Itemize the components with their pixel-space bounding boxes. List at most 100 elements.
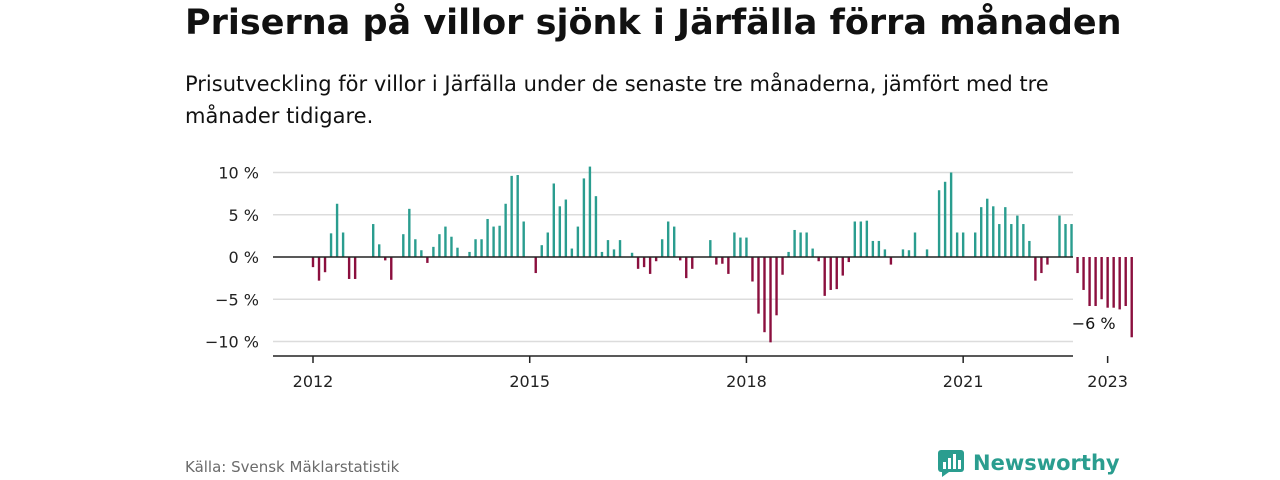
bar (540, 245, 543, 257)
bar (949, 172, 953, 257)
bar (727, 257, 730, 274)
bar (835, 257, 838, 290)
bar (522, 221, 525, 257)
bar (955, 232, 959, 257)
bar (323, 257, 327, 273)
bar (516, 175, 519, 257)
x-tick-label: 2012 (293, 372, 334, 391)
bar (1130, 257, 1133, 338)
bar (486, 218, 489, 257)
bar (1124, 257, 1127, 307)
bar (992, 206, 995, 257)
bar (961, 232, 965, 257)
bar (865, 220, 869, 257)
bar (648, 257, 652, 274)
bar (709, 240, 712, 257)
bar (564, 199, 568, 257)
bar (426, 257, 429, 263)
bar (1070, 224, 1073, 257)
bar (1034, 257, 1037, 281)
bar (883, 249, 887, 257)
bar (1076, 257, 1079, 274)
bar (552, 183, 555, 257)
bar (636, 257, 640, 269)
bar (468, 251, 471, 257)
bar (751, 257, 754, 282)
bar (606, 240, 610, 257)
bar (805, 232, 808, 257)
bar (871, 240, 875, 257)
bar (1112, 257, 1115, 308)
bar (913, 232, 917, 257)
bar (745, 237, 748, 257)
bar (594, 196, 598, 257)
tick-labels: 10 % 5 % 0 % −5 % −10 % 2012 2015 2018 2021 2023 −… (205, 164, 1128, 392)
bar (504, 203, 507, 257)
bar (414, 239, 417, 257)
bar (775, 257, 778, 316)
y-tick-label: −5 % (215, 290, 259, 309)
bar (341, 232, 345, 257)
bar (558, 206, 562, 257)
x-tick-label: 2018 (726, 372, 767, 391)
bar (444, 226, 447, 257)
bar (889, 257, 893, 265)
bar (408, 208, 411, 257)
bar (438, 234, 441, 257)
bar (943, 181, 947, 257)
bar (986, 198, 989, 257)
bar (763, 257, 766, 333)
bar (660, 239, 664, 257)
bar (1064, 224, 1067, 257)
bar (474, 239, 477, 257)
bar (384, 257, 387, 261)
bar (679, 257, 682, 261)
bar (582, 178, 586, 257)
bar (847, 257, 850, 263)
bar (937, 190, 941, 257)
y-tick-label: −10 % (205, 333, 259, 352)
bar (570, 248, 574, 257)
bar (1046, 257, 1049, 265)
bar (859, 221, 863, 257)
bar (402, 234, 405, 257)
bar (450, 236, 453, 257)
bar (654, 257, 658, 262)
bar (1022, 224, 1025, 257)
bar (1118, 257, 1121, 310)
bar (317, 257, 321, 281)
bar (588, 166, 592, 257)
bar (311, 257, 315, 268)
bar (576, 226, 580, 257)
bar (685, 257, 688, 279)
bar (739, 237, 742, 257)
bars (311, 166, 1133, 343)
bar (335, 203, 339, 257)
bar (1088, 257, 1091, 307)
bar (829, 257, 832, 290)
bar (492, 226, 495, 257)
bar (642, 257, 646, 268)
bar (1040, 257, 1043, 274)
bar (757, 257, 760, 314)
bar (823, 257, 826, 296)
bar (546, 232, 549, 257)
bar (799, 232, 802, 257)
bar (715, 257, 718, 265)
bar (498, 225, 501, 257)
bar (1082, 257, 1085, 290)
y-tick-label: 5 % (229, 206, 259, 225)
bar (980, 207, 983, 257)
bar (347, 257, 351, 279)
bar (769, 257, 772, 343)
bar (618, 240, 622, 257)
axes (273, 256, 1109, 363)
y-tick-label: 10 % (218, 164, 259, 183)
source-note: Källa: Svensk Mäklarstatistik (185, 458, 400, 476)
bar (1028, 240, 1031, 257)
bar (781, 257, 784, 275)
brand-logo: Newsworthy (937, 449, 1120, 477)
brand-name: Newsworthy (973, 451, 1120, 475)
bar (510, 175, 513, 257)
